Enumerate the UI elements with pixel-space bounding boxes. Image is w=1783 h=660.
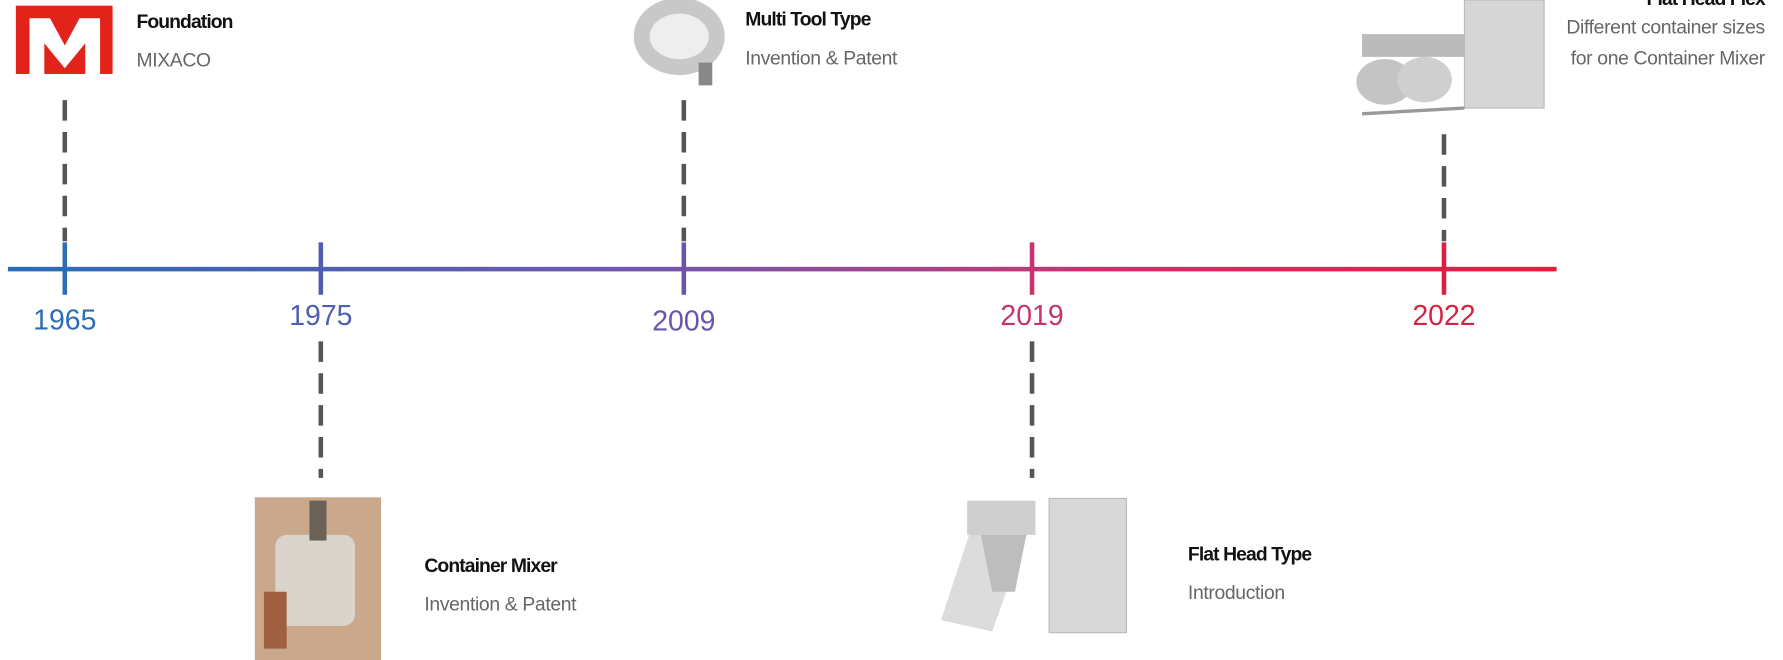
event-subtitle: for one Container Mixer [1571,47,1766,69]
event-title: Multi Tool Type [745,9,871,31]
event-subtitle: Different container sizes [1566,17,1764,39]
event-title: Flat Head Type [1188,543,1312,565]
year-label: 2019 [1000,300,1063,332]
event-subtitle: Invention & Patent [424,593,577,615]
year-label: 2009 [652,306,715,338]
event-subtitle: Introduction [1188,582,1285,604]
year-label: 1975 [289,300,352,332]
year-label: 2022 [1412,300,1475,332]
year-label: 1965 [33,305,96,337]
photo-flat-head-flex [1356,0,1545,116]
event-subtitle: MIXACO [136,50,211,72]
event-subtitle: Invention & Patent [745,47,898,69]
photo-multi-tool [633,0,725,86]
event-title: Foundation [136,11,232,33]
timeline-axis [7,266,1557,272]
photo-container-mixer [254,497,382,660]
event-title: Container Mixer [424,555,558,577]
event-title: Flat Head Flex [1647,0,1766,10]
logo [15,5,113,74]
photo-flat-head-type [941,497,1128,634]
